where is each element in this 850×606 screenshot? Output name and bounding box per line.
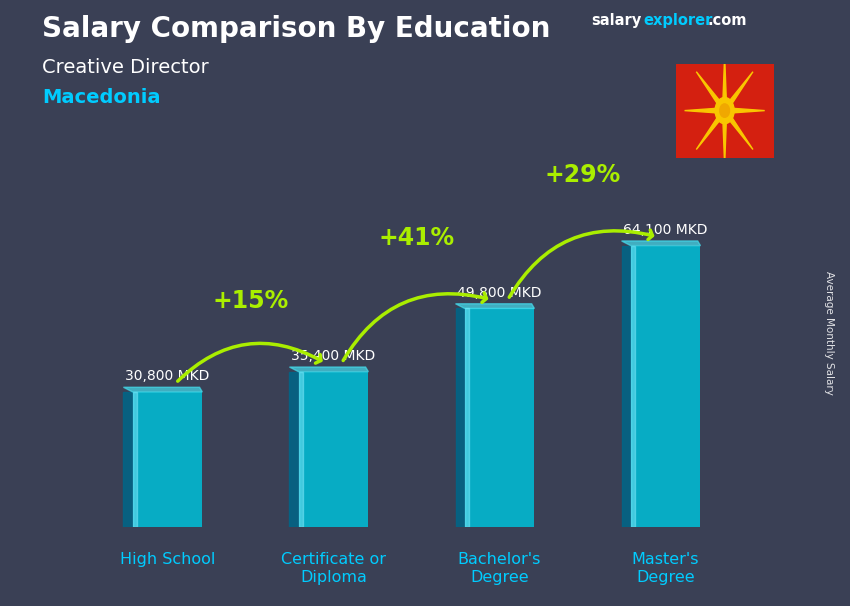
Text: 35,400 MKD: 35,400 MKD [292,349,376,363]
Text: 30,800 MKD: 30,800 MKD [125,369,210,383]
Text: Creative Director: Creative Director [42,58,209,76]
Text: +41%: +41% [378,226,455,250]
Polygon shape [123,392,133,527]
Polygon shape [456,308,465,527]
Polygon shape [465,308,469,527]
Text: .com: .com [707,13,746,28]
Polygon shape [730,118,753,150]
Polygon shape [730,72,753,103]
Text: +15%: +15% [212,290,289,313]
Polygon shape [298,371,303,527]
Text: +29%: +29% [544,163,620,187]
Polygon shape [290,367,368,371]
FancyBboxPatch shape [298,371,368,527]
Circle shape [715,98,734,124]
Polygon shape [631,245,635,527]
Polygon shape [734,108,765,113]
Circle shape [720,104,729,118]
Text: Average Monthly Salary: Average Monthly Salary [824,271,834,395]
Polygon shape [456,304,535,308]
Polygon shape [621,241,700,245]
Polygon shape [290,371,298,527]
Polygon shape [123,387,202,392]
Polygon shape [696,72,719,103]
Polygon shape [723,123,726,165]
FancyBboxPatch shape [631,245,700,527]
Polygon shape [621,245,631,527]
Polygon shape [133,392,137,527]
FancyBboxPatch shape [133,392,202,527]
Text: salary: salary [591,13,641,28]
Polygon shape [696,118,719,150]
Text: 49,800 MKD: 49,800 MKD [457,285,541,299]
Text: explorer: explorer [643,13,713,28]
Text: Salary Comparison By Education: Salary Comparison By Education [42,15,551,43]
Text: Macedonia: Macedonia [42,88,161,107]
FancyBboxPatch shape [465,308,535,527]
Polygon shape [723,56,726,98]
Polygon shape [684,108,716,113]
Text: 64,100 MKD: 64,100 MKD [623,223,708,237]
